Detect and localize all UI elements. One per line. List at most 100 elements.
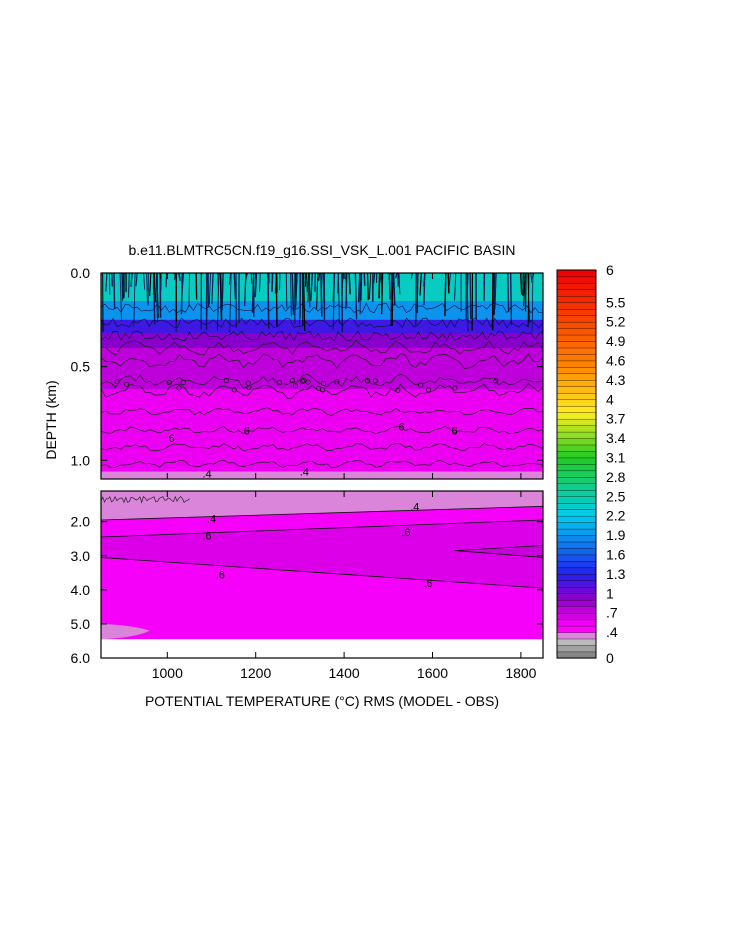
streak-mark — [368, 273, 372, 300]
y-tick-label: 6.0 — [71, 650, 91, 666]
streak-mark — [444, 273, 447, 317]
colorbar-cell — [556, 502, 597, 510]
streak-mark — [159, 273, 162, 279]
colorbar-cell — [556, 328, 597, 336]
y-tick-label: 5.0 — [71, 616, 91, 632]
streak-mark — [466, 273, 469, 333]
streak-mark — [348, 273, 351, 295]
colorbar-cell — [556, 599, 597, 607]
streak-mark — [294, 273, 298, 309]
colorbar-cell — [556, 295, 597, 303]
contour-marker — [245, 380, 251, 386]
colorbar-label: 5.5 — [606, 294, 626, 310]
contour-label: .6 — [216, 570, 225, 582]
colorbar-cell — [556, 644, 597, 653]
streak-mark — [357, 273, 361, 303]
streak-mark — [392, 273, 396, 306]
colorbar-cell — [556, 347, 597, 355]
field-band-high — [454, 545, 543, 558]
y-tick-label: 1.0 — [71, 452, 91, 468]
colorbar-cell — [556, 334, 597, 342]
contour-marker — [180, 379, 186, 386]
streak-mark — [388, 273, 391, 279]
streak-mark — [320, 273, 323, 317]
streak-mark — [119, 273, 123, 322]
contour-marker — [321, 380, 327, 386]
streak-mark — [291, 273, 295, 315]
lower-frame — [100, 490, 544, 659]
contour-label: .6 — [401, 527, 410, 539]
y-axis-label: DEPTH (km) — [43, 380, 59, 459]
streak-mark — [416, 273, 419, 314]
streak-mark — [419, 273, 422, 296]
streak-mark — [229, 273, 232, 333]
colorbar-cell — [556, 580, 597, 588]
contour-marker — [123, 381, 130, 387]
colorbar-label: 5.2 — [606, 314, 626, 330]
y-tick-label: 0.0 — [71, 265, 91, 281]
contour-line — [101, 495, 190, 504]
y-tick-label: 0.5 — [71, 359, 91, 375]
contour-marker — [276, 380, 282, 386]
y-tick-label: 3.0 — [71, 548, 91, 564]
colorbar-cell — [556, 541, 597, 549]
x-tick-label: 1000 — [152, 665, 183, 681]
lower-contour-labels: .4 .4 .6 .6 .6 .6 — [202, 501, 432, 590]
streak-mark — [188, 273, 190, 308]
colorbar-cell — [556, 619, 597, 627]
contour-marker — [289, 377, 295, 383]
streak-mark — [290, 273, 292, 317]
streak-mark — [205, 273, 208, 331]
field-gray-blob — [101, 623, 150, 640]
colorbar-cell — [556, 418, 597, 426]
contour-label: .4 — [300, 467, 309, 479]
streak-mark — [244, 273, 247, 307]
x-tick-label: 1400 — [329, 665, 360, 681]
streak-mark — [133, 273, 136, 327]
colorbar-cell — [556, 625, 597, 633]
colorbar-cell — [556, 567, 597, 575]
contour-line — [101, 383, 543, 400]
field-layer — [101, 319, 543, 334]
colorbar-cell — [556, 554, 597, 562]
colorbar-cell — [556, 425, 597, 433]
streak-mark — [208, 273, 212, 305]
streak-mark — [105, 273, 108, 292]
upper-contour-labels: 6 6 6 6 .4 .4 — [169, 422, 458, 481]
contour-label: 6 — [244, 425, 250, 437]
streak-mark — [219, 273, 223, 321]
streak-mark — [530, 273, 533, 283]
colorbar-label: 2.5 — [606, 488, 626, 504]
streak-mark — [146, 273, 148, 303]
colorbar-cell — [556, 463, 597, 472]
contour-marker — [395, 387, 401, 393]
upper-contours — [101, 273, 543, 469]
colorbar-cell — [556, 379, 597, 387]
colorbar-cell — [556, 282, 597, 290]
colorbar-cell — [556, 586, 597, 594]
colorbar-cell — [556, 573, 597, 581]
contour-marker — [300, 378, 306, 384]
colorbar-cell — [556, 276, 597, 284]
lower-y-ticks: 2.0 3.0 4.0 5.0 6.0 — [71, 514, 543, 666]
contour-marker — [114, 379, 120, 385]
colorbar-cell — [556, 321, 597, 329]
streak-mark — [111, 273, 114, 287]
colorbar-cell — [556, 483, 597, 491]
colorbar-cell — [556, 612, 597, 620]
streak-mark — [410, 273, 413, 279]
field-layer — [101, 389, 543, 473]
streak-mark — [380, 273, 384, 315]
field-band-mid — [101, 519, 543, 589]
x-tick-label: 1600 — [417, 665, 448, 681]
streak-mark — [507, 273, 510, 313]
colorbar-cell — [556, 631, 597, 640]
colorbar-cell — [556, 606, 597, 614]
streak-mark — [275, 273, 278, 327]
streak-mark — [354, 273, 358, 320]
streak-mark — [318, 273, 320, 281]
contour-marker — [334, 379, 340, 385]
contour-line — [101, 505, 543, 521]
colorbar-cell — [556, 412, 597, 420]
